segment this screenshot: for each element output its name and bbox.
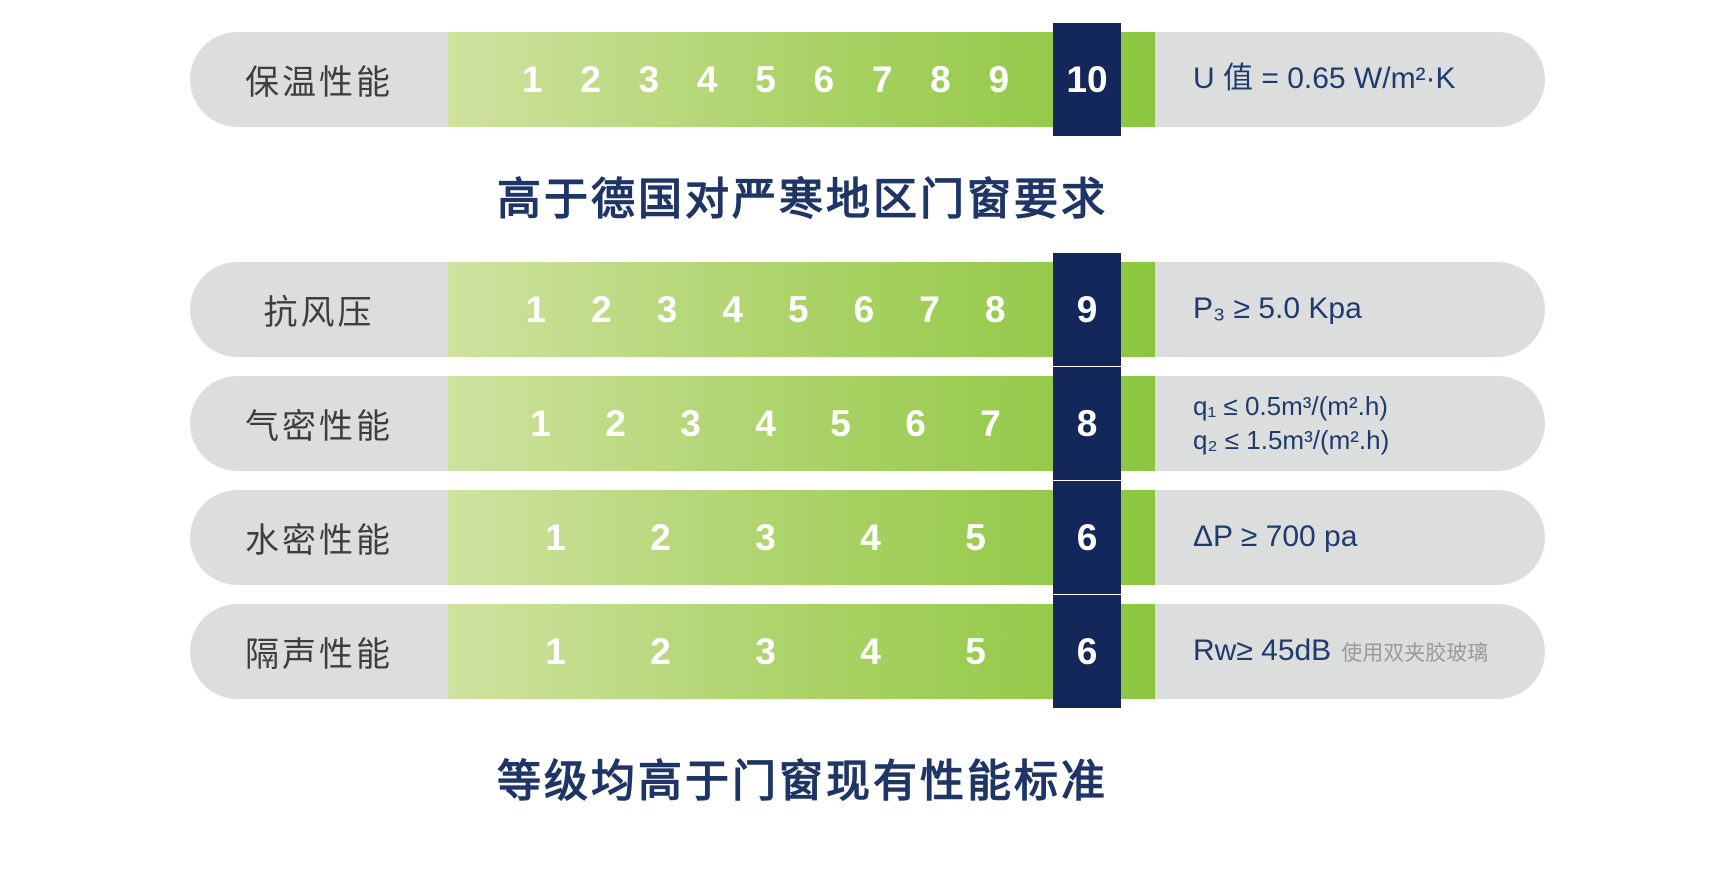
category-pill: 气密性能	[190, 376, 448, 471]
scale-number: 9	[988, 58, 1010, 100]
value-pill: q₁ ≤ 0.5m³/(m².h) q₂ ≤ 1.5m³/(m².h)	[1155, 376, 1545, 471]
category-pill: 水密性能	[190, 490, 448, 585]
scale-number: 5	[965, 516, 986, 558]
rating-scale-track: 1 2 3 4 5 6	[448, 481, 1155, 594]
rating-highlight-box: 6	[1053, 481, 1121, 594]
scale-number: 3	[755, 516, 776, 558]
scale-number: 4	[696, 58, 718, 100]
rating-scale-track: 1 2 3 4 5 6 7 8 9	[448, 253, 1155, 366]
value-text: P₃ ≥ 5.0 Kpa	[1193, 292, 1362, 326]
heading-germany-requirement: 高于德国对严寒地区门窗要求	[497, 174, 1108, 224]
scale-number: 6	[853, 288, 875, 330]
scale-numbers: 1 2 3 4 5 6 7 8	[448, 262, 1053, 357]
scale-number: 2	[650, 516, 671, 558]
scale-number: 7	[919, 288, 940, 330]
category-label: 水密性能	[245, 522, 393, 560]
scale-number: 2	[605, 402, 626, 444]
category-pill: 保温性能	[190, 32, 448, 127]
rating-scale-track: 1 2 3 4 5 6	[448, 595, 1155, 708]
scale-number: 4	[860, 516, 881, 558]
value-line: Rw≥ 45dB 使用双夹胶玻璃	[1193, 634, 1488, 669]
value-line: ΔP ≥ 700 pa	[1193, 520, 1357, 555]
performance-row: 气密性能 1 2 3 4 5 6 7 8 q₁ ≤ 0.5m³/(m².h) q₂ ≤ 1.5…	[190, 367, 1545, 480]
rating-value: 10	[1066, 58, 1108, 100]
top-spacer	[0, 0, 1709, 32]
value-line: U 值 = 0.65 W/m²·K	[1193, 62, 1456, 97]
performance-row: 抗风压 1 2 3 4 5 6 7 8 9 P₃ ≥ 5.0 Kpa	[190, 253, 1545, 366]
scale-number: 2	[650, 630, 671, 672]
rating-highlight-box: 6	[1053, 595, 1121, 708]
scale-number: 4	[755, 402, 776, 444]
scale-number: 2	[591, 288, 612, 330]
scale-number: 3	[638, 58, 660, 100]
value-text: q₁ ≤ 0.5m³/(m².h)	[1193, 390, 1388, 421]
rating-value: 6	[1076, 516, 1098, 558]
value-lines: ΔP ≥ 700 pa	[1193, 520, 1357, 555]
category-pill: 抗风压	[190, 262, 448, 357]
scale-number: 5	[830, 402, 851, 444]
category-label: 保温性能	[245, 64, 393, 102]
scale-number: 6	[813, 58, 835, 100]
value-lines: q₁ ≤ 0.5m³/(m².h) q₂ ≤ 1.5m³/(m².h)	[1193, 390, 1389, 458]
scale-number: 1	[545, 630, 566, 672]
performance-row: 水密性能 1 2 3 4 5 6 ΔP ≥ 700 pa	[190, 481, 1545, 594]
scale-number: 1	[521, 58, 543, 100]
heading-performance-standard: 等级均高于门窗现有性能标准	[497, 757, 1108, 806]
scale-number: 7	[980, 402, 1001, 444]
scale-number: 5	[788, 288, 809, 330]
performance-row: 隔声性能 1 2 3 4 5 6 Rw≥ 45dB 使用双夹胶玻璃	[190, 595, 1545, 708]
value-text: U 值 = 0.65 W/m²·K	[1193, 62, 1456, 96]
scale-number: 1	[530, 402, 551, 444]
scale-number: 7	[871, 58, 893, 100]
scale-number: 3	[755, 630, 776, 672]
value-pill: Rw≥ 45dB 使用双夹胶玻璃	[1155, 604, 1545, 699]
category-label: 气密性能	[245, 408, 393, 446]
rating-scale-track: 1 2 3 4 5 6 7 8	[448, 367, 1155, 480]
scale-number: 4	[722, 288, 743, 330]
rating-value: 8	[1076, 402, 1098, 444]
scale-number: 1	[545, 516, 566, 558]
scale-numbers: 1 2 3 4 5 6 7	[448, 376, 1053, 471]
scale-number: 3	[656, 288, 678, 330]
rating-highlight-box: 8	[1053, 367, 1121, 480]
value-lines: U 值 = 0.65 W/m²·K	[1193, 62, 1456, 97]
scale-number: 8	[930, 58, 951, 100]
category-label: 抗风压	[263, 294, 375, 332]
scale-number: 8	[984, 288, 1006, 330]
category-pill: 隔声性能	[190, 604, 448, 699]
rating-highlight-box: 10	[1053, 23, 1121, 136]
rows-group-bottom: 抗风压 1 2 3 4 5 6 7 8 9 P₃ ≥ 5.0 Kpa 气密性能 1 2 3 4 5 6 7…	[190, 253, 1545, 708]
value-text: q₂ ≤ 1.5m³/(m².h)	[1193, 424, 1390, 455]
scale-number: 4	[860, 630, 881, 672]
value-lines: P₃ ≥ 5.0 Kpa	[1193, 292, 1362, 327]
value-note: 使用双夹胶玻璃	[1341, 642, 1489, 666]
category-label: 隔声性能	[245, 636, 393, 674]
scale-number: 5	[755, 58, 776, 100]
rating-highlight-box: 9	[1053, 253, 1121, 366]
value-pill: ΔP ≥ 700 pa	[1155, 490, 1545, 585]
value-pill: U 值 = 0.65 W/m²·K	[1155, 32, 1545, 127]
scale-number: 1	[525, 288, 547, 330]
value-text: ΔP ≥ 700 pa	[1193, 520, 1358, 554]
scale-number: 5	[965, 630, 986, 672]
value-line: q₁ ≤ 0.5m³/(m².h)	[1193, 390, 1389, 424]
scale-number: 2	[580, 58, 601, 100]
value-pill: P₃ ≥ 5.0 Kpa	[1155, 262, 1545, 357]
rating-value: 6	[1076, 630, 1098, 672]
value-lines: Rw≥ 45dB 使用双夹胶玻璃	[1193, 634, 1488, 669]
value-line: q₂ ≤ 1.5m³/(m².h)	[1193, 424, 1389, 458]
scale-numbers: 1 2 3 4 5	[448, 490, 1053, 585]
rating-value: 9	[1076, 288, 1098, 330]
value-text: Rw≥ 45dB	[1193, 634, 1332, 668]
scale-number: 6	[905, 402, 926, 444]
value-line: P₃ ≥ 5.0 Kpa	[1193, 292, 1362, 327]
scale-number: 3	[680, 402, 701, 444]
scale-numbers: 1 2 3 4 5	[448, 604, 1053, 699]
